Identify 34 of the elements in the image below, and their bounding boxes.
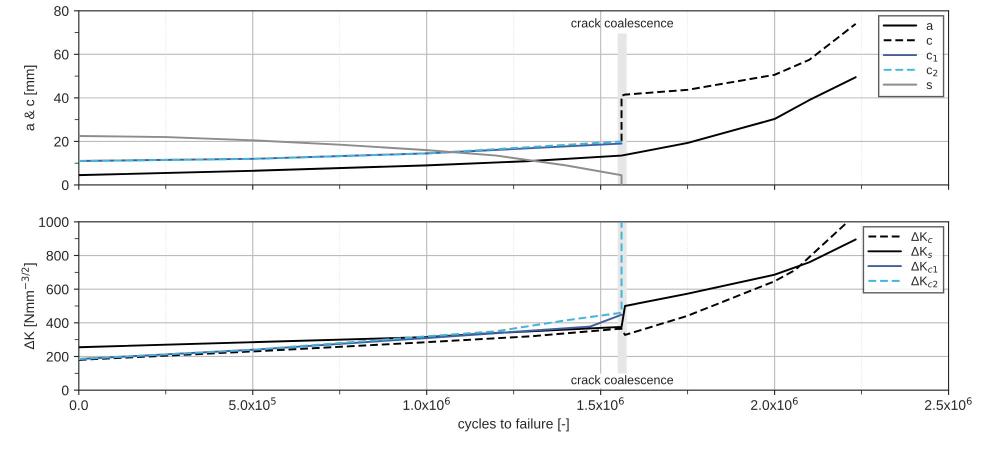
x-tick-label: 0.0 xyxy=(70,400,88,410)
y-tick-label: 20 xyxy=(54,136,69,147)
x-tick-label: 1.5x10$^{6}$ xyxy=(577,397,624,410)
legend-label: ΔK$_{c1}$ xyxy=(911,262,938,273)
legend-label: s xyxy=(926,82,932,90)
y-tick-label: 80 xyxy=(54,6,69,16)
y-axis-title: a & c [mm] xyxy=(24,66,38,130)
y-tick-label: 0 xyxy=(62,385,69,396)
y-tick-label: 40 xyxy=(54,93,69,104)
y-axis-title: ΔK [Nmm$^{−3/2}$] xyxy=(21,263,37,350)
legend-label: ΔK$_{s}$ xyxy=(911,247,932,258)
line-series xyxy=(78,222,622,360)
line-series xyxy=(78,76,857,176)
x-tick-label: 1.0x10$^{6}$ xyxy=(404,397,450,410)
x-tick-label: 2.5x10$^{6}$ xyxy=(925,397,972,410)
band-label: crack coalescence xyxy=(571,375,674,384)
y-tick-label: 600 xyxy=(46,284,69,294)
band-label: crack coalescence xyxy=(571,18,674,28)
legend-label: a xyxy=(926,23,934,30)
y-tick-label: 800 xyxy=(46,250,69,261)
legend-label: ΔK$_{c2}$ xyxy=(911,276,938,288)
y-tick-label: 400 xyxy=(46,318,69,328)
y-tick-label: 60 xyxy=(54,50,69,60)
x-axis-title: cycles to failure [-] xyxy=(458,418,569,432)
legend-label: ΔK$_{c}$ xyxy=(911,232,932,244)
y-tick-label: 1000 xyxy=(39,217,69,228)
legend-label: c$_{1}$ xyxy=(926,52,938,62)
x-tick-label: 5.0x10$^{5}$ xyxy=(229,397,276,410)
y-tick-label: 0 xyxy=(62,180,69,190)
line-series xyxy=(78,134,622,185)
y-tick-label: 200 xyxy=(46,352,69,362)
legend-label: c xyxy=(926,38,932,45)
x-tick-label: 2.0x10$^{6}$ xyxy=(751,397,798,410)
legend-label: c$_{2}$ xyxy=(926,67,938,76)
